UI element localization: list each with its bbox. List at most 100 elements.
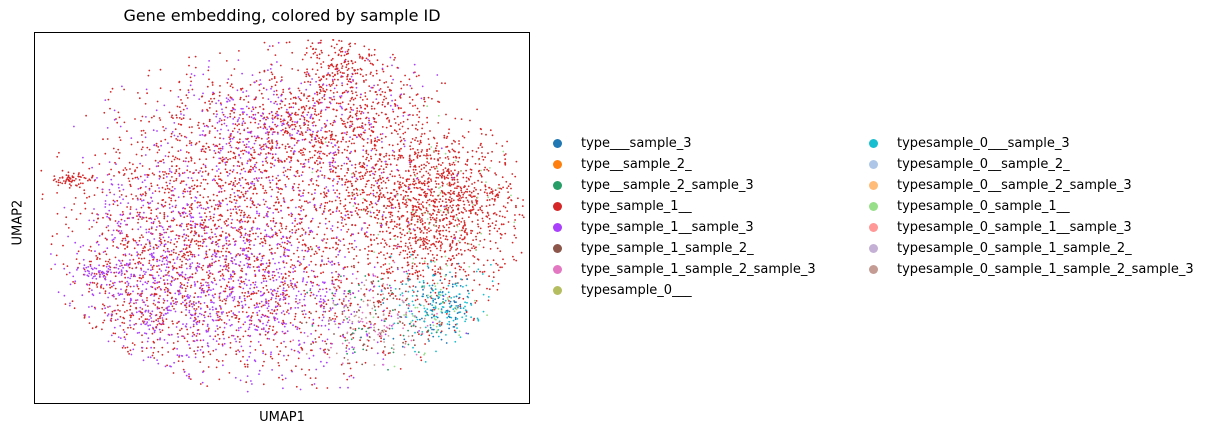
scatter-point bbox=[210, 97, 212, 100]
scatter-point bbox=[315, 73, 317, 75]
scatter-point bbox=[343, 91, 346, 94]
scatter-point bbox=[299, 207, 302, 209]
scatter-point bbox=[153, 115, 155, 118]
scatter-point bbox=[215, 283, 218, 286]
scatter-point bbox=[351, 193, 353, 196]
scatter-point bbox=[203, 257, 206, 260]
scatter-point bbox=[416, 107, 419, 110]
scatter-point bbox=[453, 215, 455, 218]
scatter-point bbox=[425, 164, 427, 167]
scatter-point bbox=[319, 204, 322, 207]
scatter-point bbox=[311, 42, 314, 45]
scatter-point bbox=[236, 171, 239, 174]
scatter-point bbox=[242, 186, 245, 189]
scatter-point bbox=[264, 229, 267, 232]
scatter-point bbox=[349, 114, 352, 117]
scatter-point bbox=[445, 207, 448, 210]
scatter-point bbox=[151, 192, 154, 195]
scatter-point bbox=[430, 214, 433, 217]
scatter-point bbox=[462, 268, 465, 271]
scatter-point bbox=[465, 210, 468, 212]
scatter-point bbox=[116, 222, 119, 225]
scatter-point bbox=[414, 271, 417, 274]
scatter-point bbox=[269, 220, 272, 222]
scatter-point bbox=[455, 156, 458, 159]
scatter-point bbox=[356, 110, 359, 112]
scatter-point bbox=[171, 230, 174, 233]
scatter-point bbox=[230, 180, 233, 183]
scatter-point bbox=[240, 345, 243, 348]
scatter-point bbox=[381, 285, 384, 288]
scatter-point bbox=[254, 139, 257, 142]
scatter-point bbox=[311, 107, 314, 110]
scatter-point bbox=[455, 254, 458, 257]
scatter-point bbox=[402, 111, 405, 114]
scatter-point bbox=[419, 186, 421, 189]
scatter-point bbox=[222, 137, 225, 140]
scatter-point bbox=[225, 258, 227, 261]
scatter-point bbox=[310, 255, 312, 257]
scatter-point bbox=[317, 184, 320, 187]
scatter-point bbox=[376, 191, 378, 194]
scatter-point bbox=[389, 231, 392, 234]
scatter-point bbox=[299, 217, 302, 220]
scatter-point bbox=[422, 239, 425, 242]
scatter-point bbox=[380, 224, 383, 227]
scatter-point bbox=[233, 273, 236, 275]
scatter-point bbox=[472, 255, 474, 257]
scatter-point bbox=[438, 230, 440, 233]
scatter-point bbox=[218, 238, 221, 241]
scatter-point bbox=[379, 158, 381, 161]
scatter-point bbox=[439, 266, 442, 269]
scatter-point bbox=[168, 225, 170, 228]
scatter-point bbox=[322, 281, 324, 283]
scatter-point bbox=[350, 75, 353, 78]
scatter-point bbox=[252, 311, 254, 314]
scatter-point bbox=[298, 299, 301, 301]
scatter-point bbox=[479, 270, 481, 273]
scatter-point bbox=[204, 232, 206, 235]
scatter-point bbox=[146, 146, 149, 149]
scatter-point bbox=[272, 217, 275, 220]
scatter-point bbox=[179, 182, 182, 185]
scatter-point bbox=[219, 299, 222, 302]
scatter-point bbox=[365, 152, 368, 155]
scatter-point bbox=[67, 235, 69, 238]
scatter-point bbox=[466, 151, 469, 154]
scatter-point bbox=[511, 241, 514, 244]
scatter-point bbox=[309, 179, 312, 181]
scatter-point bbox=[294, 325, 297, 328]
scatter-point bbox=[480, 169, 482, 172]
scatter-point bbox=[345, 210, 348, 213]
scatter-point bbox=[119, 243, 122, 245]
scatter-point bbox=[454, 219, 457, 222]
scatter-point bbox=[144, 304, 147, 306]
scatter-point bbox=[239, 286, 242, 289]
scatter-point bbox=[435, 186, 437, 189]
scatter-point bbox=[191, 185, 193, 188]
scatter-point bbox=[215, 204, 217, 206]
scatter-point bbox=[325, 88, 328, 91]
scatter-point bbox=[194, 66, 197, 69]
scatter-point bbox=[314, 124, 317, 127]
scatter-point bbox=[133, 247, 136, 250]
scatter-point bbox=[470, 191, 473, 194]
scatter-point bbox=[445, 213, 447, 216]
scatter-point bbox=[254, 281, 257, 283]
scatter-point bbox=[414, 104, 417, 107]
scatter-point bbox=[391, 64, 393, 67]
scatter-point bbox=[234, 157, 237, 160]
scatter-point bbox=[385, 207, 388, 210]
scatter-point bbox=[405, 199, 407, 201]
scatter-point bbox=[436, 254, 438, 257]
scatter-point bbox=[307, 227, 310, 229]
scatter-point bbox=[327, 141, 330, 144]
scatter-point bbox=[353, 239, 356, 242]
scatter-point bbox=[396, 143, 399, 146]
scatter-point bbox=[183, 370, 186, 373]
scatter-point bbox=[159, 311, 162, 314]
scatter-point bbox=[318, 83, 320, 86]
scatter-point bbox=[225, 255, 228, 257]
scatter-point bbox=[436, 74, 439, 76]
scatter-point bbox=[421, 222, 424, 225]
